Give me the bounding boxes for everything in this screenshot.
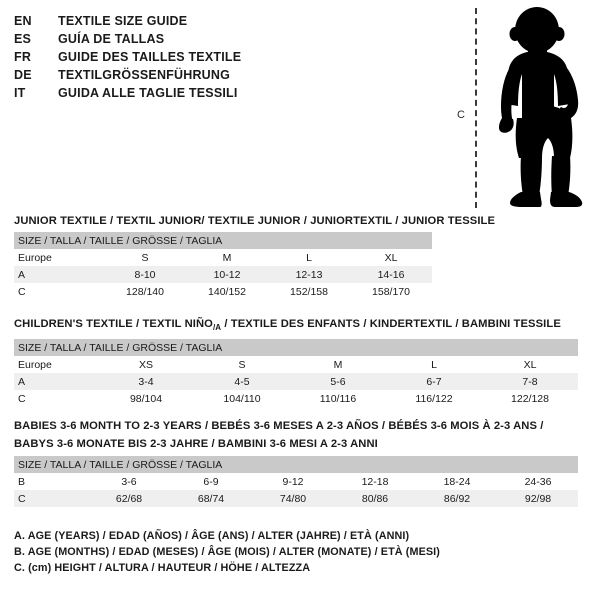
section-title-children-pre: CHILDREN'S TEXTILE / TEXTIL NIÑO: [14, 318, 213, 330]
table-babies: SIZE / TALLA / TAILLE / GRÖSSE / TAGLIA …: [14, 456, 578, 507]
section-junior: JUNIOR TEXTILE / TEXTIL JUNIOR/ TEXTILE …: [14, 214, 496, 300]
table-cell: XS: [138, 358, 153, 371]
table-cell: M: [222, 251, 232, 264]
language-code-en: EN: [14, 14, 32, 28]
table-cell: 116/122: [415, 392, 453, 405]
language-text-de: TEXTILGRÖSSENFÜHRUNG: [58, 68, 231, 82]
section-title-children-post: / TEXTILE DES ENFANTS / KINDERTEXTIL / B…: [221, 318, 561, 330]
language-text-es: GUÍA DE TALLAS: [58, 32, 165, 46]
table-row: A 8-10 10-12 12-13 14-16: [14, 266, 433, 283]
table-children: SIZE / TALLA / TAILLE / GRÖSSE / TAGLIA …: [14, 339, 579, 408]
table-cell: 8-10: [134, 268, 156, 281]
table-row: C 98/104 104/110 110/116 116/122 122/128: [14, 390, 579, 408]
section-title-children: CHILDREN'S TEXTILE / TEXTIL NIÑO/A / TEX…: [14, 317, 578, 335]
language-row-de: DE TEXTILGRÖSSENFÜHRUNG: [14, 66, 434, 84]
table-cell: 128/140: [126, 285, 164, 298]
legend-line-b: B. AGE (MONTHS) / EDAD (MESES) / ÂGE (MO…: [14, 546, 440, 558]
language-code-it: IT: [14, 86, 26, 100]
table-band-row: SIZE / TALLA / TAILLE / GRÖSSE / TAGLIA: [14, 339, 579, 357]
band-label-children: SIZE / TALLA / TAILLE / GRÖSSE / TAGLIA: [14, 339, 579, 357]
height-dashed-line-icon: [475, 8, 477, 208]
language-code-es: ES: [14, 32, 32, 46]
row-label: A: [18, 375, 26, 388]
language-row-en: EN TEXTILE SIZE GUIDE: [14, 12, 434, 30]
section-title-babies-line2: BABYS 3-6 MONATE BIS 2-3 JAHRE / BAMBINI…: [14, 438, 378, 450]
table-cell: L: [306, 251, 312, 264]
section-babies: BABIES 3-6 MONTH TO 2-3 YEARS / BEBÉS 3-…: [14, 419, 578, 507]
table-cell: 68/74: [197, 492, 225, 505]
legend-line-a: A. AGE (YEARS) / EDAD (AÑOS) / ÂGE (ANS)…: [14, 530, 410, 542]
language-row-es: ES GUÍA DE TALLAS: [14, 30, 434, 48]
table-cell: M: [333, 358, 343, 371]
table-row: A 3-4 4-5 5-6 6-7 7-8: [14, 373, 579, 391]
band-label-junior: SIZE / TALLA / TAILLE / GRÖSSE / TAGLIA: [14, 232, 433, 249]
table-cell: 12-13: [295, 268, 323, 281]
table-cell: 140/152: [208, 285, 246, 298]
table-cell: 18-24: [443, 475, 471, 488]
table-row: C 128/140 140/152 152/158 158/170: [14, 283, 433, 300]
table-cell: 10-12: [213, 268, 241, 281]
toddler-silhouette-icon: [498, 7, 583, 207]
table-cell: XL: [523, 358, 537, 371]
table-row: Europe XS S M L XL: [14, 356, 579, 374]
height-measure-label: C: [457, 109, 465, 121]
row-label: B: [18, 475, 26, 488]
table-cell: 6-9: [203, 475, 219, 488]
table-cell: 152/158: [290, 285, 328, 298]
table-row: C 62/68 68/74 74/80 80/86 86/92 92/98: [14, 490, 578, 507]
table-cell: 24-36: [524, 475, 552, 488]
table-band-row: SIZE / TALLA / TAILLE / GRÖSSE / TAGLIA: [14, 456, 578, 473]
table-cell: 5-6: [330, 375, 346, 388]
table-row: Europe S M L XL: [14, 249, 433, 266]
table-cell: 110/116: [319, 392, 357, 405]
row-label: C: [18, 392, 26, 405]
row-label: Europe: [18, 358, 52, 371]
section-children: CHILDREN'S TEXTILE / TEXTIL NIÑO/A / TEX…: [14, 317, 579, 408]
row-label: C: [18, 492, 26, 505]
table-cell: S: [238, 358, 246, 371]
height-measurement-figure: C: [440, 4, 596, 210]
table-cell: 9-12: [282, 475, 304, 488]
table-cell: XL: [384, 251, 398, 264]
table-cell: 104/110: [223, 392, 261, 405]
language-text-en: TEXTILE SIZE GUIDE: [58, 14, 188, 28]
row-label: A: [18, 268, 26, 281]
table-cell: 3-6: [121, 475, 137, 488]
table-cell: L: [431, 358, 437, 371]
table-cell: 3-4: [138, 375, 154, 388]
table-cell: 86/92: [443, 492, 471, 505]
row-label: Europe: [18, 251, 52, 264]
section-title-children-sub: /A: [212, 323, 222, 333]
table-cell: S: [141, 251, 149, 264]
table-row: B 3-6 6-9 9-12 12-18 18-24 24-36: [14, 473, 578, 490]
legend-footer: A. AGE (YEARS) / EDAD (AÑOS) / ÂGE (ANS)…: [14, 528, 574, 576]
legend-line-c: C. (cm) HEIGHT / ALTURA / HAUTEUR / HÖHE…: [14, 562, 311, 574]
row-label: C: [18, 285, 26, 298]
table-cell: 80/86: [361, 492, 389, 505]
table-band-row: SIZE / TALLA / TAILLE / GRÖSSE / TAGLIA: [14, 232, 433, 249]
section-title-babies-line1: BABIES 3-6 MONTH TO 2-3 YEARS / BEBÉS 3-…: [14, 420, 544, 432]
language-code-de: DE: [14, 68, 32, 82]
table-cell: 14-16: [377, 268, 405, 281]
language-row-it: IT GUIDA ALLE TAGLIE TESSILI: [14, 84, 434, 102]
table-cell: 122/128: [511, 392, 549, 405]
language-text-fr: GUIDE DES TAILLES TEXTILE: [58, 50, 242, 64]
table-cell: 6-7: [426, 375, 442, 388]
table-cell: 98/104: [129, 392, 163, 405]
table-cell: 12-18: [361, 475, 389, 488]
table-cell: 158/170: [372, 285, 410, 298]
table-cell: 74/80: [279, 492, 307, 505]
table-cell: 92/98: [524, 492, 552, 505]
table-cell: 7-8: [522, 375, 538, 388]
table-junior: SIZE / TALLA / TAILLE / GRÖSSE / TAGLIA …: [14, 232, 433, 300]
language-header: EN TEXTILE SIZE GUIDE ES GUÍA DE TALLAS …: [14, 12, 434, 102]
band-label-babies: SIZE / TALLA / TAILLE / GRÖSSE / TAGLIA: [14, 456, 578, 473]
table-cell: 4-5: [234, 375, 250, 388]
table-cell: 62/68: [115, 492, 143, 505]
language-code-fr: FR: [14, 50, 32, 64]
section-title-junior: JUNIOR TEXTILE / TEXTIL JUNIOR/ TEXTILE …: [14, 215, 496, 227]
language-text-it: GUIDA ALLE TAGLIE TESSILI: [58, 86, 238, 100]
language-row-fr: FR GUIDE DES TAILLES TEXTILE: [14, 48, 434, 66]
